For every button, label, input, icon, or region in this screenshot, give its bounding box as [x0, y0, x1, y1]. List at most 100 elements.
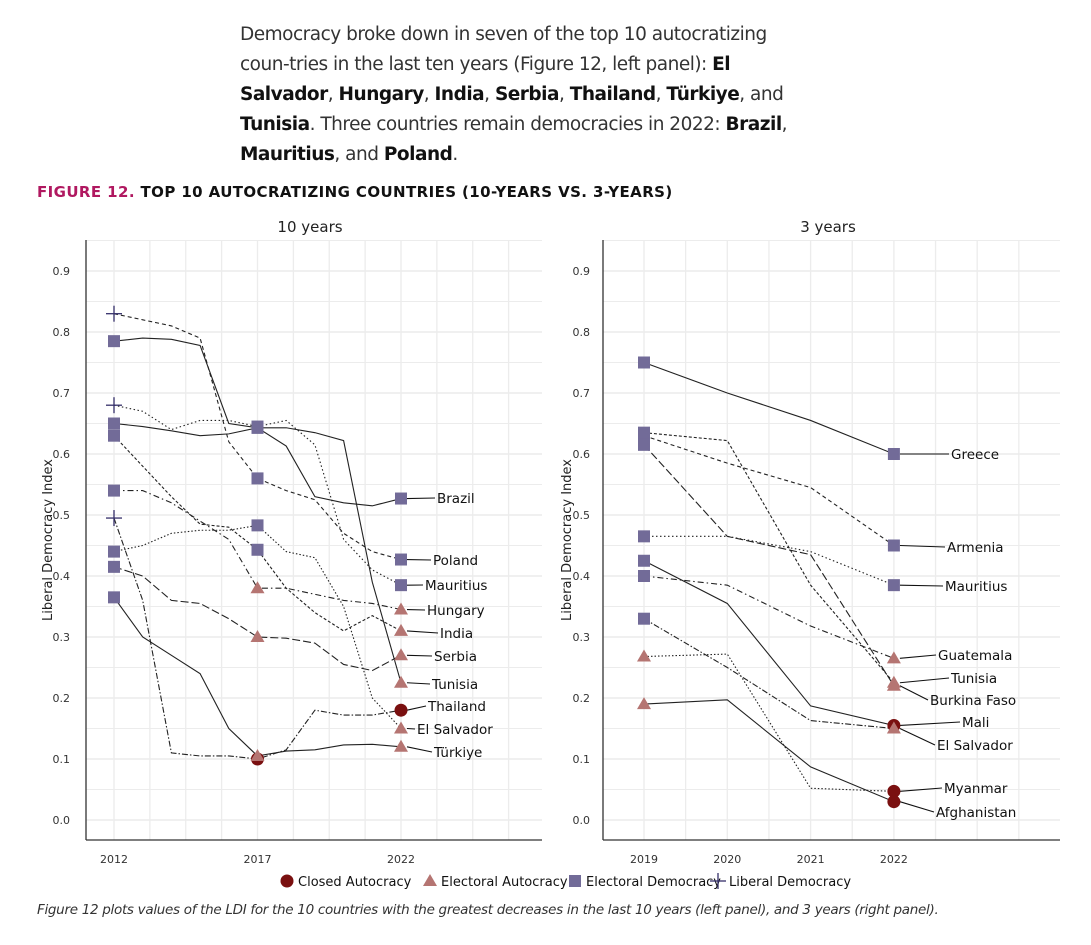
series-label: Tunisia — [431, 677, 478, 693]
intro-text: . — [452, 144, 458, 165]
legend-liberal-icon — [710, 873, 726, 889]
series-label: Mali — [962, 715, 989, 731]
electoral_democracy-marker — [887, 448, 900, 460]
electoral_autocracy-marker — [394, 721, 408, 734]
y-tick-label: 0.0 — [53, 814, 71, 827]
y-tick-label: 0.4 — [573, 570, 591, 583]
label-leader-line — [406, 746, 433, 753]
electoral_democracy-marker — [887, 539, 900, 552]
y-axis-label: Liberal Democracy Index — [41, 459, 56, 621]
electoral_democracy-marker — [108, 591, 120, 604]
x-tick-label: 2012 — [100, 853, 128, 866]
label-leader-line — [406, 682, 431, 685]
electoral_autocracy-marker — [394, 739, 408, 752]
series-line-burkina-faso — [643, 444, 895, 687]
intro-text: , — [484, 84, 495, 105]
electoral_democracy-marker — [887, 579, 900, 592]
electoral_autocracy-marker — [250, 581, 265, 594]
country-name: Tunisia — [240, 114, 310, 135]
liberal-marker — [106, 397, 122, 414]
country-name: India — [434, 84, 485, 105]
intro-paragraph: Democracy broke down in seven of the top… — [240, 20, 810, 170]
series-label: Burkina Faso — [930, 693, 1016, 709]
legend-electoral_democracy-icon — [569, 875, 581, 887]
legend: Closed Autocracy Electoral Autocracy Elect… — [298, 875, 851, 890]
series-line-el-salvador — [643, 618, 894, 730]
y-tick-label: 0.5 — [53, 509, 71, 522]
series-label: Greece — [951, 447, 999, 463]
series-line-armenia — [643, 435, 895, 546]
series-label: Afghanistan — [936, 805, 1016, 821]
series-label: Guatemala — [938, 648, 1012, 664]
closed-marker — [887, 784, 901, 798]
intro-text: , — [781, 114, 788, 135]
series-label: Türkiye — [433, 745, 482, 761]
y-axis-label: Liberal Democracy Index — [560, 459, 575, 621]
panel-10-years: 0.0 0.1 0.2 0.3 0.4 0.5 0.6 0.7 0.8 0.9 2012 2017 20… — [41, 218, 542, 866]
series-line-mauritius — [644, 535, 895, 586]
series-line-greece — [643, 361, 895, 455]
series-label: Tunisia — [950, 671, 997, 687]
electoral_democracy-marker — [251, 543, 264, 556]
country-name: El Salvador — [240, 54, 731, 105]
electoral_autocracy-marker — [250, 748, 265, 761]
plot-area — [86, 240, 542, 840]
country-name: Türkiye — [666, 84, 740, 105]
intro-text: , and — [334, 144, 384, 165]
label-leader-line — [899, 728, 936, 746]
legend-label: Liberal Democracy — [729, 875, 851, 890]
label-leader-line — [899, 677, 950, 684]
electoral_democracy-marker — [638, 530, 650, 543]
plot-area — [603, 240, 1060, 840]
electoral_autocracy-marker — [394, 623, 408, 636]
electoral_democracy-marker — [108, 335, 120, 348]
legend-label: Electoral Autocracy — [441, 875, 568, 890]
series-label: Poland — [433, 553, 478, 569]
label-leader-line — [406, 654, 433, 657]
series-label: Serbia — [434, 649, 477, 665]
y-tick-label: 0.9 — [53, 265, 71, 278]
figure-title: FIGURE 12. TOP 10 AUTOCRATIZING COUNTRIE… — [37, 183, 673, 201]
electoral_autocracy-marker — [250, 630, 265, 642]
x-tick-label: 2020 — [713, 853, 741, 866]
y-tick-label: 0.3 — [573, 631, 591, 644]
label-leader-line — [899, 787, 943, 792]
figure-caption: Figure 12 plots values of the LDI for th… — [37, 902, 939, 918]
legend-electoral_autocracy-icon — [423, 874, 437, 886]
electoral_autocracy-marker — [394, 602, 408, 615]
liberal-marker — [106, 305, 122, 322]
y-tick-label: 0.5 — [573, 509, 591, 522]
electoral_democracy-marker — [108, 560, 120, 573]
electoral_autocracy-marker — [637, 697, 651, 710]
legend-closed-icon — [280, 874, 294, 888]
figure-number: FIGURE 12. — [37, 183, 135, 201]
panel-title: 3 years — [800, 218, 856, 236]
electoral_democracy-marker — [638, 356, 650, 369]
liberal-marker — [106, 510, 122, 527]
electoral_autocracy-marker — [394, 675, 408, 688]
y-tick-label: 0.7 — [53, 387, 71, 400]
series-line-mauritius — [113, 404, 402, 586]
y-tick-label: 0.4 — [53, 570, 71, 583]
electoral_democracy-marker — [108, 484, 120, 497]
label-leader-line — [406, 630, 439, 634]
y-tick-label: 0.6 — [53, 448, 71, 461]
y-tick-label: 0.2 — [573, 692, 591, 705]
series-line-guatemala — [643, 575, 895, 659]
x-tick-label: 2017 — [244, 853, 272, 866]
country-name: Serbia — [494, 84, 560, 105]
series-line-afghanistan — [643, 699, 895, 803]
electoral_democracy-marker — [638, 438, 650, 451]
intro-text: , — [559, 84, 570, 105]
intro-text: , — [423, 84, 435, 105]
electoral_democracy-marker — [395, 492, 407, 505]
series-label: El Salvador — [937, 738, 1013, 754]
country-name: Brazil — [725, 114, 783, 135]
x-tick-label: 2021 — [797, 853, 825, 866]
series-label: Brazil — [437, 491, 475, 507]
intro-text: . Three countries remain democracies in … — [309, 114, 726, 135]
panel-3-years: 0.0 0.1 0.2 0.3 0.4 0.5 0.6 0.7 0.8 0.9 2019 2020 20… — [560, 218, 1060, 866]
y-tick-label: 0.0 — [573, 814, 591, 827]
country-name: Poland — [383, 144, 453, 165]
y-tick-label: 0.6 — [573, 448, 591, 461]
